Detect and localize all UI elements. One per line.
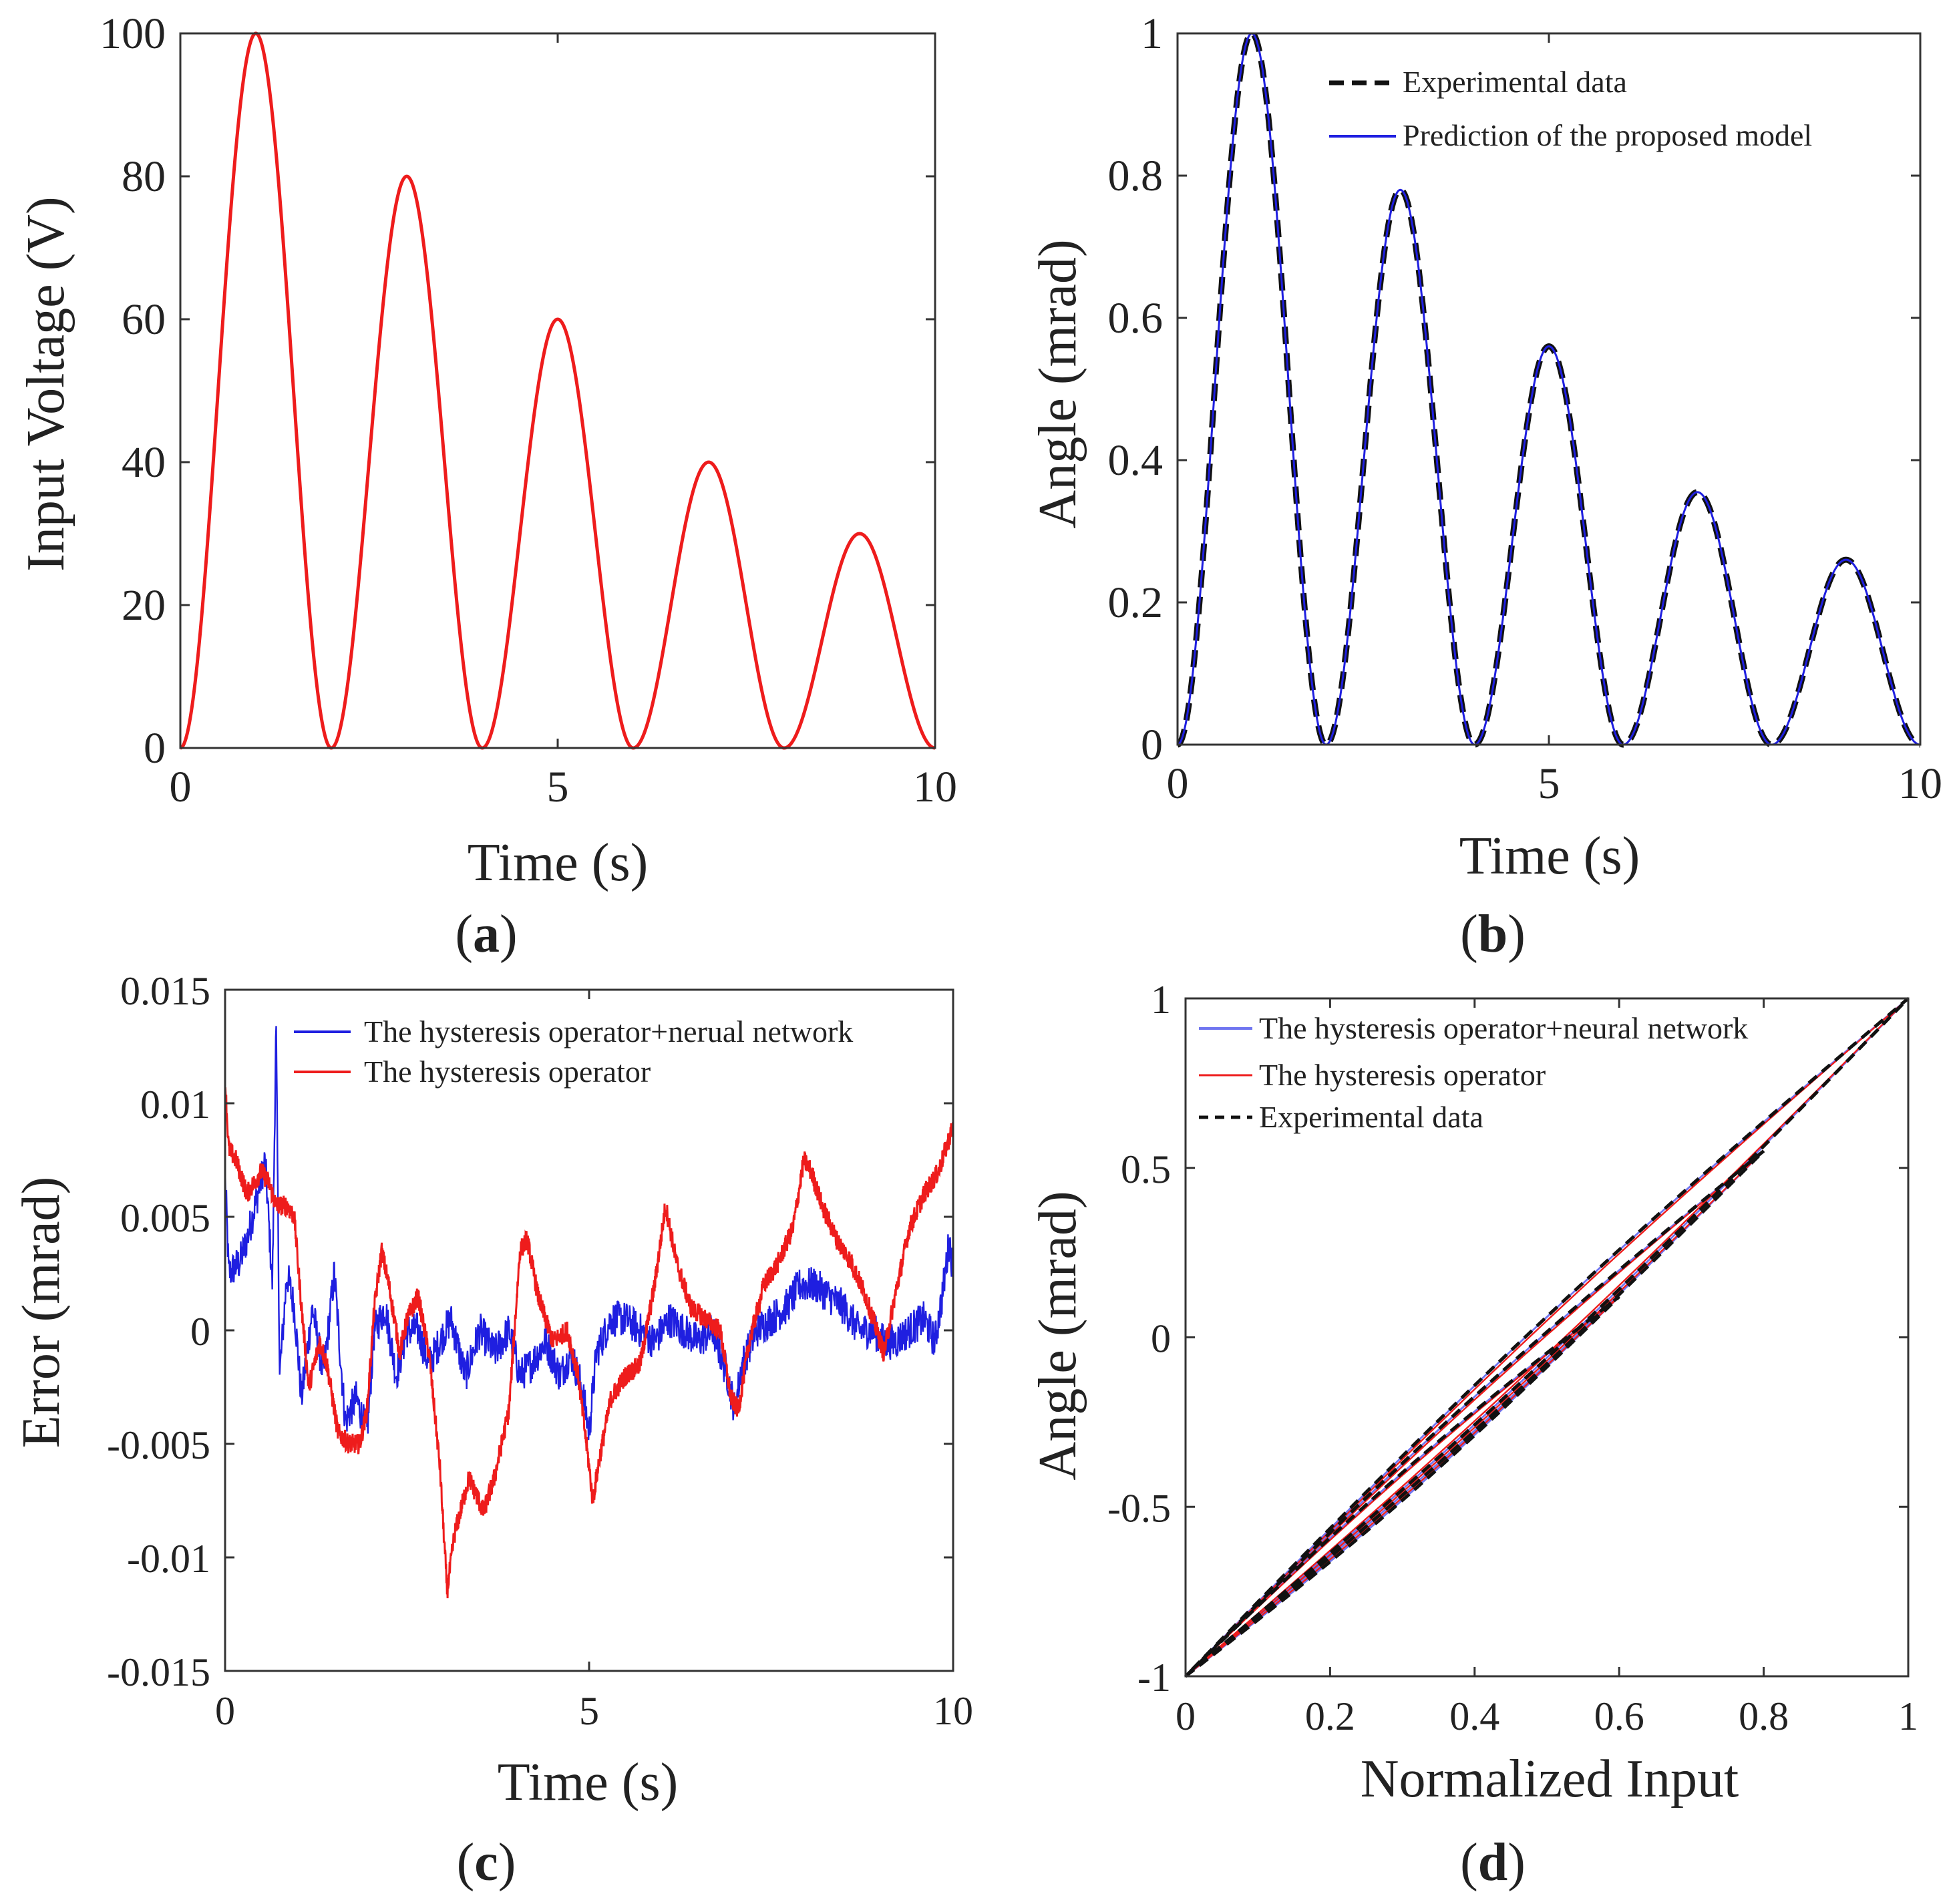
legend-b-experimental-label: Experimental data bbox=[1403, 65, 1627, 99]
panel-a-xtick-label: 0 bbox=[170, 763, 192, 811]
panel-d-xtick-label: 0.2 bbox=[1305, 1694, 1355, 1738]
panel-d-caption: (d) bbox=[1460, 1833, 1526, 1892]
panel-d-ytick-label: 1 bbox=[1151, 978, 1171, 1022]
panel-a-caption: (a) bbox=[455, 905, 517, 964]
panel-a-ytick-label: 20 bbox=[122, 581, 166, 630]
series-hysteresis-operator-neural-network bbox=[224, 1026, 954, 1441]
panel-a-ytick-label: 100 bbox=[100, 9, 166, 58]
panel-c-frame bbox=[224, 988, 954, 1672]
panel-b-xlabel: Time (s) bbox=[1459, 827, 1640, 886]
panel-c-ylabel: Error (mrad) bbox=[12, 1177, 71, 1448]
panel-c: 0 5 10 -0.015 -0.01 -0.005 0 0.005 0.01 0.015 The… bbox=[12, 969, 973, 1892]
panel-a-ytick-label: 80 bbox=[122, 152, 166, 201]
panel-d-ylabel: Angle (mrad) bbox=[1029, 1191, 1087, 1480]
panel-b: 0 5 10 0 0.2 0.4 0.6 0.8 1 Experimental data Pre… bbox=[1029, 9, 1942, 964]
panel-b-caption: (b) bbox=[1460, 905, 1526, 964]
legend-d-operator-label: The hysteresis operator bbox=[1259, 1058, 1546, 1092]
panel-d: 0 0.2 0.4 0.6 0.8 1 -1 -0.5 0 0.5 1 The hysteresis… bbox=[1029, 978, 1918, 1892]
panel-b-ytick-label: 0.2 bbox=[1108, 578, 1164, 627]
panel-c-ytick-label: 0.005 bbox=[120, 1196, 210, 1240]
panel-b-ytick-label: 0.4 bbox=[1108, 436, 1164, 485]
panel-a-xtick-label: 10 bbox=[913, 763, 957, 811]
panel-b-ylabel: Angle (mrad) bbox=[1029, 239, 1087, 528]
panel-d-xtick-label: 0 bbox=[1176, 1694, 1196, 1738]
panel-b-caption-letter: b bbox=[1478, 905, 1508, 964]
panel-b-legend: Experimental data Prediction of the prop… bbox=[1329, 65, 1812, 152]
series-input-voltage bbox=[180, 31, 936, 750]
panel-c-xtick-label: 0 bbox=[215, 1689, 235, 1733]
panel-d-ytick-label: 0 bbox=[1151, 1317, 1171, 1361]
panel-a-xtick-label: 5 bbox=[547, 763, 569, 811]
panel-a-ytick-label: 0 bbox=[144, 724, 166, 773]
panel-b-axes: 0 5 10 0 0.2 0.4 0.6 0.8 1 bbox=[1108, 9, 1943, 808]
panel-c-ytick-label: -0.01 bbox=[127, 1537, 210, 1581]
legend-d-experimental-label: Experimental data bbox=[1259, 1100, 1483, 1134]
series-hysteresis-operator bbox=[224, 1087, 954, 1599]
panel-b-ytick-label: 0 bbox=[1141, 721, 1163, 769]
panel-b-xtick-label: 5 bbox=[1538, 759, 1560, 808]
panel-a-ylabel: Input Voltage (V) bbox=[17, 196, 75, 571]
panel-d-xtick-label: 0.4 bbox=[1449, 1694, 1499, 1738]
panel-d-ytick-label: 0.5 bbox=[1121, 1147, 1171, 1191]
panel-c-plot bbox=[224, 1026, 954, 1599]
panel-a-ytick-label: 40 bbox=[122, 438, 166, 487]
legend-c-network-label: The hysteresis operator+nerual network bbox=[364, 1014, 853, 1049]
panel-b-xtick-label: 10 bbox=[1898, 759, 1942, 808]
panel-d-caption-letter: d bbox=[1478, 1833, 1508, 1892]
panel-d-ytick-label: -1 bbox=[1137, 1656, 1171, 1700]
panel-c-ytick-label: 0.01 bbox=[140, 1083, 210, 1127]
panel-b-ytick-label: 0.6 bbox=[1108, 294, 1164, 343]
panel-c-ytick-label: -0.005 bbox=[107, 1423, 210, 1467]
panel-c-xlabel: Time (s) bbox=[498, 1753, 678, 1812]
panel-c-ytick-label: 0.015 bbox=[120, 969, 210, 1013]
legend-c-operator-label: The hysteresis operator bbox=[364, 1055, 651, 1089]
panel-b-ytick-label: 1 bbox=[1141, 9, 1163, 58]
panel-d-xtick-label: 0.6 bbox=[1594, 1694, 1644, 1738]
panel-b-plot bbox=[1176, 30, 1921, 748]
panel-c-xtick-label: 10 bbox=[933, 1689, 973, 1733]
panel-d-xlabel: Normalized Input bbox=[1361, 1750, 1739, 1808]
panel-d-legend: The hysteresis operator+neural network T… bbox=[1199, 1011, 1748, 1134]
panel-c-legend: The hysteresis operator+nerual network T… bbox=[294, 1014, 853, 1089]
panel-b-ytick-label: 0.8 bbox=[1108, 152, 1164, 200]
panel-d-xtick-label: 0.8 bbox=[1739, 1694, 1789, 1738]
panel-c-caption-letter: c bbox=[474, 1833, 498, 1892]
panel-c-xtick-label: 5 bbox=[579, 1689, 599, 1733]
panel-a-plot bbox=[180, 31, 936, 750]
panel-d-axes: 0 0.2 0.4 0.6 0.8 1 -1 -0.5 0 0.5 1 bbox=[1107, 978, 1918, 1738]
panel-b-xtick-label: 0 bbox=[1167, 759, 1189, 808]
series-experimental-data-loop-3 bbox=[1184, 1295, 1620, 1678]
series-model-prediction bbox=[1177, 32, 1921, 746]
panel-c-axes: 0 5 10 -0.015 -0.01 -0.005 0 0.005 0.01 0.015 bbox=[107, 969, 973, 1733]
panel-a-ytick-label: 60 bbox=[122, 295, 166, 344]
panel-c-caption: (c) bbox=[457, 1833, 516, 1892]
panel-d-xtick-label: 1 bbox=[1898, 1694, 1918, 1738]
series-experimental-data-loop-2 bbox=[1184, 1149, 1765, 1678]
panel-c-ytick-label: 0 bbox=[190, 1310, 210, 1354]
legend-b-prediction-label: Prediction of the proposed model bbox=[1403, 118, 1812, 152]
panel-d-ytick-label: -0.5 bbox=[1107, 1486, 1171, 1530]
legend-d-network-label: The hysteresis operator+neural network bbox=[1259, 1011, 1748, 1045]
panel-a-xlabel: Time (s) bbox=[468, 833, 648, 892]
panel-a-caption-letter: a bbox=[473, 905, 500, 964]
panel-c-ytick-label: -0.015 bbox=[107, 1650, 210, 1694]
